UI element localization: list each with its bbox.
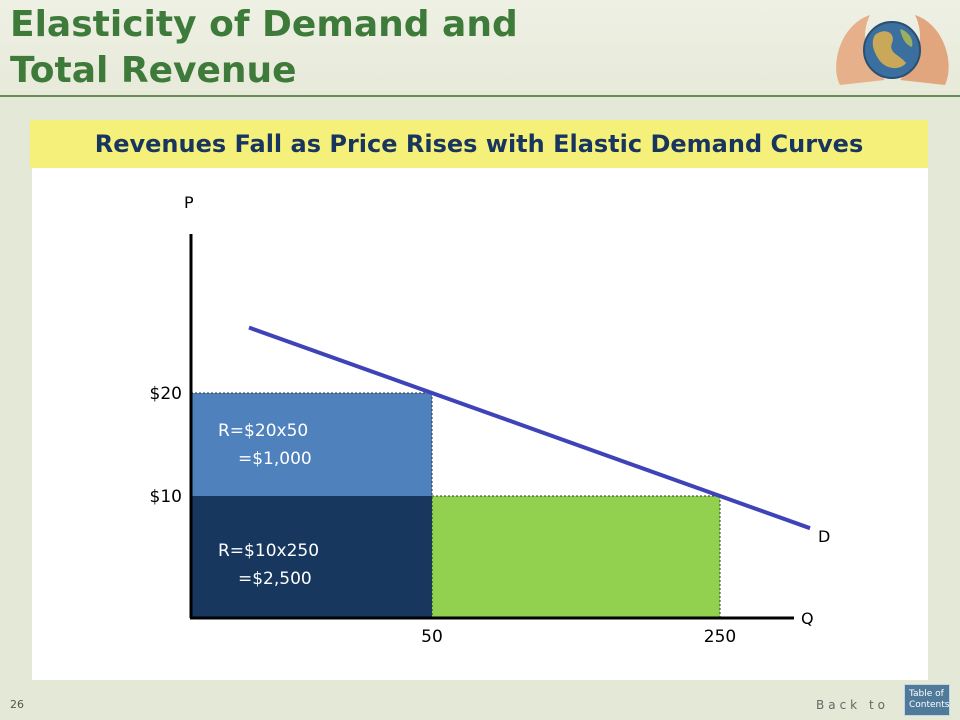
revenue-label-price-20-line-1: R=$20x50 <box>218 421 308 441</box>
slide-subtitle: Revenues Fall as Price Rises with Elasti… <box>94 130 864 158</box>
x-tick-50: 50 <box>421 627 443 647</box>
revenue-rect-price-10-shared <box>191 496 432 618</box>
revenue-label-price-10-line-2: =$2,500 <box>238 569 312 589</box>
title-line-1: Elasticity of Demand and <box>10 4 518 45</box>
title-line-2: Total Revenue <box>10 50 297 91</box>
page-number: 26 <box>10 698 24 711</box>
y-tick-20: $20 <box>150 384 182 404</box>
y-axis-label: P <box>184 193 194 212</box>
toc-label-line-1: Table of <box>909 689 944 699</box>
hands-holding-globe-icon <box>836 15 949 85</box>
x-axis-label: Q <box>801 609 814 628</box>
back-to-link[interactable]: Back to <box>816 698 889 712</box>
toc-label-line-2: Contents <box>909 700 950 710</box>
header-rule <box>0 95 960 97</box>
slide-header: Elasticity of Demand and Total Revenue <box>0 0 960 96</box>
revenue-label-price-20-line-2: =$1,000 <box>238 449 312 469</box>
x-tick-250: 250 <box>704 627 736 647</box>
revenue-chart: P Q D $20 $10 50 250 R=$20x50 =$1,000 R=… <box>150 193 831 647</box>
table-of-contents-button[interactable]: Table of Contents <box>904 684 950 716</box>
slide-title: Elasticity of Demand and Total Revenue <box>10 2 518 94</box>
revenue-label-price-10-line-1: R=$10x250 <box>218 541 319 561</box>
y-tick-10: $10 <box>150 487 182 507</box>
demand-curve-label: D <box>818 527 830 546</box>
revenue-rect-price-10-extra <box>432 496 720 618</box>
demand-curve <box>248 325 811 531</box>
chart-panel: P Q D $20 $10 50 250 R=$20x50 =$1,000 R=… <box>32 168 928 680</box>
subtitle-banner: Revenues Fall as Price Rises with Elasti… <box>30 120 928 168</box>
